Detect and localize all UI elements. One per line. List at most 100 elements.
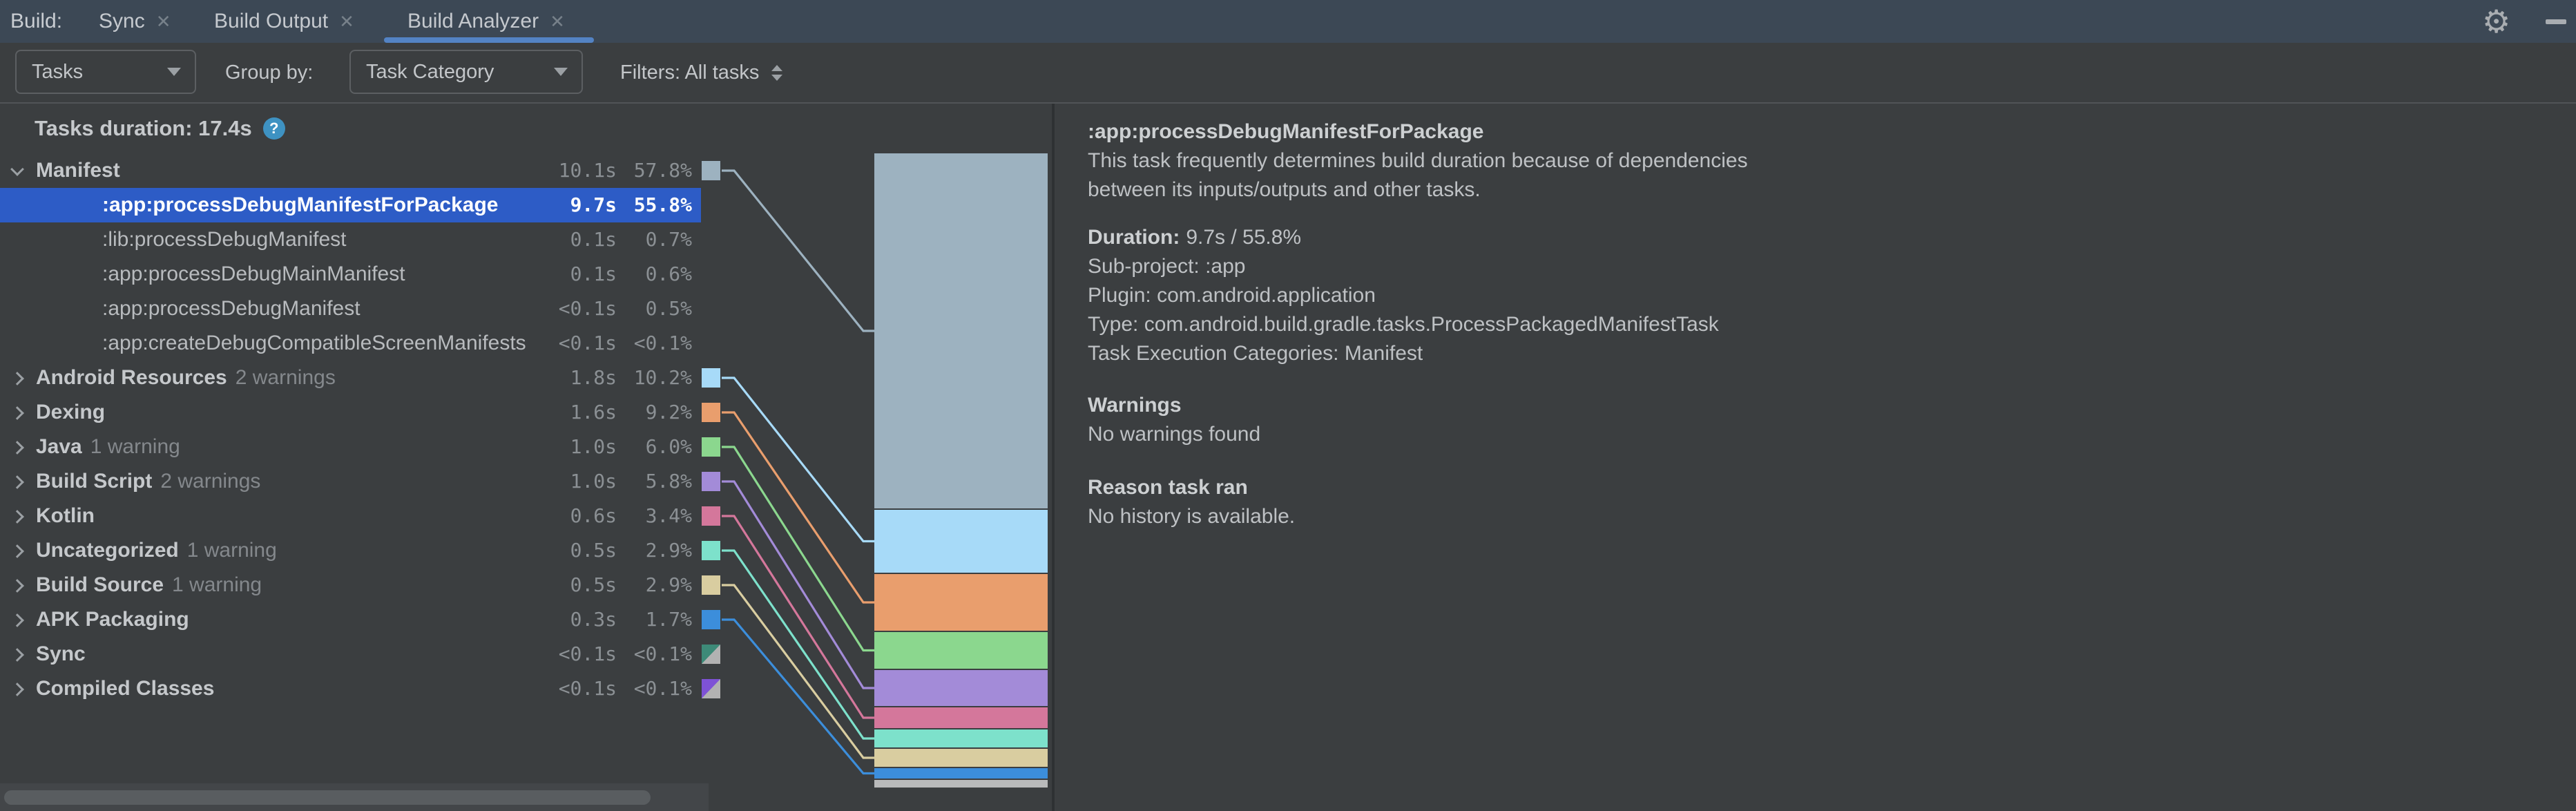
row-label: :app:processDebugManifestForPackage bbox=[102, 193, 499, 216]
chevron-collapsed-icon[interactable] bbox=[10, 372, 24, 385]
chevron-expanded-icon[interactable] bbox=[10, 162, 24, 176]
task-row[interactable]: :app:processDebugManifestForPackage 9.7s 5… bbox=[0, 188, 701, 222]
row-label: APK Packaging bbox=[36, 608, 189, 631]
warning-count: 2 warnings bbox=[235, 366, 336, 389]
row-duration: 0.6s bbox=[570, 504, 617, 527]
chevron-collapsed-icon[interactable] bbox=[10, 648, 24, 662]
category-color-chip bbox=[702, 506, 720, 526]
category-color-chip bbox=[702, 541, 720, 560]
task-row[interactable]: :app:processDebugMainManifest 0.1s 0.6% bbox=[0, 257, 701, 292]
task-subproject-line: Sub-project: :app bbox=[1088, 255, 1246, 278]
bar-segment[interactable] bbox=[874, 707, 1048, 728]
category-row[interactable]: Build Source 1 warning 0.5s 2.9% bbox=[0, 568, 701, 602]
task-row[interactable]: :app:createDebugCompatibleScreenManifest… bbox=[0, 326, 701, 361]
tab-build-output[interactable]: Build Output ✕ bbox=[204, 0, 380, 43]
row-duration: 1.8s bbox=[570, 366, 617, 389]
row-label: :app:processDebugMainManifest bbox=[102, 263, 405, 285]
category-row[interactable]: Dexing 1.6s 9.2% bbox=[0, 395, 701, 430]
row-percentage: 0.7% bbox=[645, 228, 692, 251]
category-color-chip bbox=[702, 679, 720, 698]
tab-sync[interactable]: Sync ✕ bbox=[87, 0, 186, 43]
row-percentage: 9.2% bbox=[645, 401, 692, 423]
task-row[interactable]: :app:processDebugManifest <0.1s 0.5% bbox=[0, 292, 701, 326]
task-details-panel: :app:processDebugManifestForPackage This… bbox=[1088, 117, 2538, 531]
tab-build-analyzer[interactable]: Build Analyzer ✕ bbox=[384, 0, 594, 43]
panel-splitter[interactable] bbox=[1052, 104, 1055, 811]
bar-segment[interactable] bbox=[874, 749, 1048, 767]
row-percentage: 0.6% bbox=[645, 263, 692, 285]
chevron-collapsed-icon[interactable] bbox=[10, 683, 24, 696]
tasks-duration-header: Tasks duration: 17.4s ? bbox=[35, 116, 285, 141]
gear-icon[interactable]: ⚙ bbox=[2482, 3, 2511, 39]
category-row[interactable]: APK Packaging 0.3s 1.7% bbox=[0, 602, 701, 637]
row-duration: 1.0s bbox=[570, 470, 617, 493]
bar-segment[interactable] bbox=[874, 632, 1048, 669]
close-icon[interactable]: ✕ bbox=[339, 11, 354, 32]
horizontal-scrollbar-thumb[interactable] bbox=[4, 790, 651, 805]
chevron-collapsed-icon[interactable] bbox=[10, 579, 24, 593]
category-color-chip bbox=[702, 403, 720, 422]
tasks-duration-title: Tasks duration: 17.4s bbox=[35, 116, 252, 140]
bar-segment[interactable] bbox=[874, 780, 1048, 788]
view-mode-dropdown[interactable]: Tasks bbox=[15, 50, 196, 94]
connector-line bbox=[722, 515, 874, 719]
chevron-collapsed-icon[interactable] bbox=[10, 613, 24, 627]
task-type-line: Type: com.android.build.gradle.tasks.Pro… bbox=[1088, 313, 1719, 336]
row-duration: 1.0s bbox=[570, 435, 617, 458]
bar-segment[interactable] bbox=[874, 768, 1048, 779]
chevron-collapsed-icon[interactable] bbox=[10, 441, 24, 455]
chevron-collapsed-icon[interactable] bbox=[10, 406, 24, 420]
analyzer-toolbar: Tasks Group by: Task Category Filters: A… bbox=[0, 43, 2576, 104]
chevron-collapsed-icon[interactable] bbox=[10, 544, 24, 558]
category-row[interactable]: Uncategorized 1 warning 0.5s 2.9% bbox=[0, 533, 701, 568]
row-percentage: 6.0% bbox=[645, 435, 692, 458]
category-row[interactable]: Manifest 10.1s 57.8% bbox=[0, 153, 701, 188]
task-row[interactable]: :lib:processDebugManifest 0.1s 0.7% bbox=[0, 222, 701, 257]
close-icon[interactable]: ✕ bbox=[155, 11, 171, 32]
category-row[interactable]: Build Script 2 warnings 1.0s 5.8% bbox=[0, 464, 701, 499]
chevron-collapsed-icon[interactable] bbox=[10, 475, 24, 489]
row-label: Dexing bbox=[36, 401, 106, 423]
group-by-label: Group by: bbox=[225, 61, 314, 84]
build-tool-window-tabbar: Build: Sync ✕ Build Output ✕ Build Analy… bbox=[0, 0, 2576, 43]
connector-line bbox=[722, 618, 874, 775]
group-by-dropdown[interactable]: Task Category bbox=[349, 50, 583, 94]
row-label: Compiled Classes bbox=[36, 677, 215, 700]
category-color-chip bbox=[702, 472, 720, 491]
warning-count: 1 warning bbox=[172, 573, 262, 596]
row-label: Java 1 warning bbox=[36, 435, 180, 458]
chevron-collapsed-icon[interactable] bbox=[10, 510, 24, 524]
row-duration: 0.1s bbox=[570, 263, 617, 285]
warnings-header: Warnings bbox=[1088, 394, 1182, 417]
chevron-down-icon bbox=[554, 68, 568, 76]
row-percentage: 57.8% bbox=[633, 159, 692, 182]
category-row[interactable]: Kotlin 0.6s 3.4% bbox=[0, 499, 701, 533]
category-row[interactable]: Compiled Classes <0.1s <0.1% bbox=[0, 671, 701, 706]
reason-header: Reason task ran bbox=[1088, 476, 1248, 499]
task-detail-description: between its inputs/outputs and other tas… bbox=[1088, 178, 1481, 201]
category-row[interactable]: Java 1 warning 1.0s 6.0% bbox=[0, 430, 701, 464]
group-by-value: Task Category bbox=[366, 60, 494, 83]
row-percentage: 2.9% bbox=[645, 539, 692, 562]
row-label: Android Resources 2 warnings bbox=[36, 366, 336, 389]
tab-build-analyzer-label: Build Analyzer bbox=[407, 10, 539, 32]
help-icon[interactable]: ? bbox=[262, 117, 285, 140]
tab-sync-label: Sync bbox=[99, 10, 145, 32]
filters-dropdown[interactable]: Filters: All tasks bbox=[620, 43, 783, 102]
bar-segment[interactable] bbox=[874, 670, 1048, 706]
warning-count: 1 warning bbox=[186, 539, 277, 562]
row-percentage: 2.9% bbox=[645, 573, 692, 596]
row-percentage: 10.2% bbox=[633, 366, 692, 389]
minimize-icon[interactable] bbox=[2546, 19, 2566, 24]
bar-segment[interactable] bbox=[874, 153, 1048, 508]
category-row[interactable]: Android Resources 2 warnings 1.8s 10.2% bbox=[0, 361, 701, 395]
row-label: :lib:processDebugManifest bbox=[102, 228, 347, 251]
chevron-down-icon bbox=[167, 68, 181, 76]
bar-segment[interactable] bbox=[874, 574, 1048, 631]
connector-line bbox=[722, 480, 874, 689]
close-icon[interactable]: ✕ bbox=[550, 11, 565, 32]
bar-segment[interactable] bbox=[874, 510, 1048, 573]
bar-segment[interactable] bbox=[874, 729, 1048, 747]
category-row[interactable]: Sync <0.1s <0.1% bbox=[0, 637, 701, 671]
category-color-chip bbox=[702, 368, 720, 388]
